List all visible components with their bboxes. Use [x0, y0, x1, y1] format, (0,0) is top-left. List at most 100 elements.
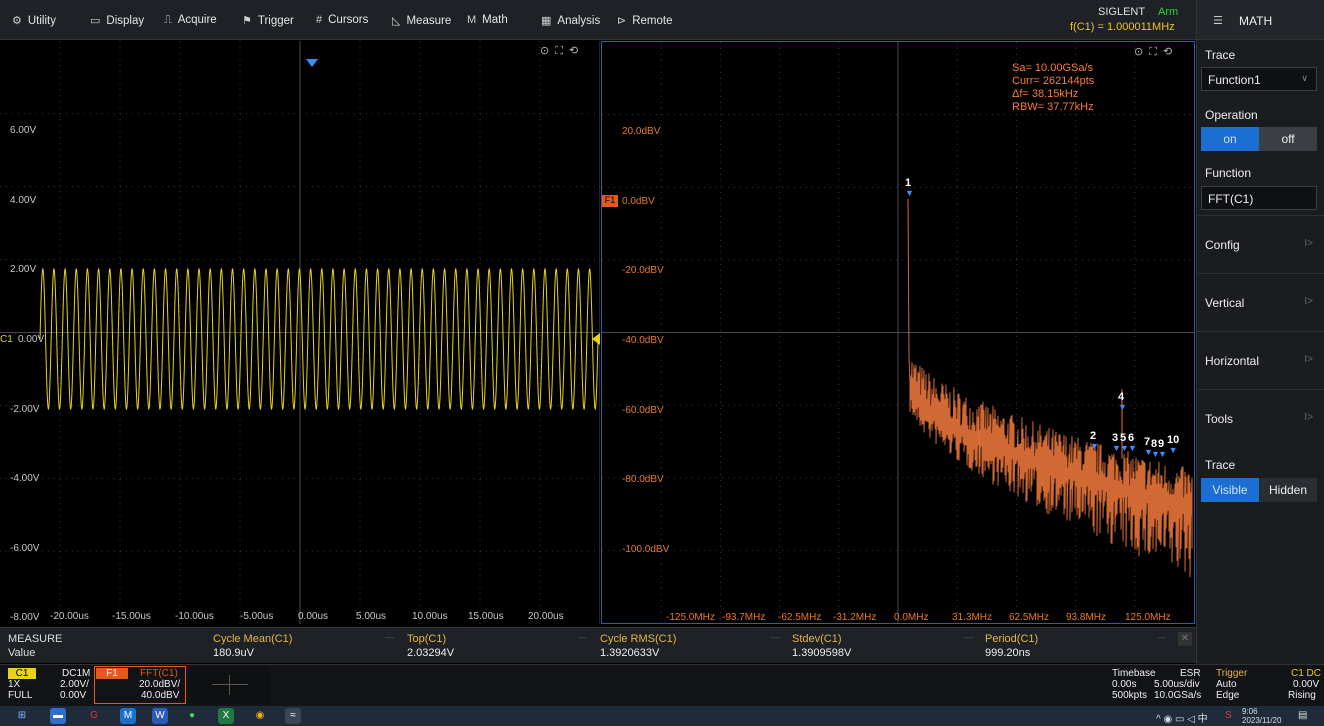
menu-remote[interactable]: ⊳ Remote [617, 14, 673, 27]
clock-time: 9:06 [1242, 707, 1258, 716]
peak-marker[interactable]: 7 ▼ [1144, 436, 1153, 457]
menu-icon[interactable]: ☰ [1213, 15, 1223, 27]
notification-icon[interactable]: ▤ [1298, 710, 1308, 721]
peak-marker[interactable]: 9 ▼ [1158, 438, 1167, 459]
peak-marker-label: 6 [1128, 432, 1135, 444]
operation-off-button[interactable]: off [1259, 127, 1317, 151]
timebase-delay: 0.00s [1112, 679, 1137, 690]
measure-name: Cycle Mean(C1) [213, 633, 293, 645]
measure-remove-icon[interactable]: — [771, 632, 780, 642]
visible-button[interactable]: Visible [1201, 478, 1259, 502]
menu-utility-label: Utility [27, 15, 56, 27]
measure-remove-icon[interactable]: — [385, 632, 394, 642]
channel-marker-f1[interactable]: F1 [602, 195, 618, 207]
file-explorer-icon[interactable]: ▬ [50, 708, 66, 724]
peak-marker[interactable]: 6 ▼ [1128, 432, 1137, 453]
measure-remove-icon[interactable]: — [964, 632, 973, 642]
run-state[interactable]: Arm [1158, 6, 1179, 18]
tray-app-icon[interactable]: S [1225, 710, 1232, 721]
y-tick-label: 20.0dBV [622, 126, 661, 137]
trigger-level: 0.00V [1293, 679, 1320, 690]
measure-remove-icon[interactable]: — [578, 632, 587, 642]
function-field[interactable]: FFT(C1) [1201, 186, 1317, 210]
peak-marker-label: 1 [905, 177, 912, 189]
start-icon[interactable]: ⊞ [17, 710, 27, 721]
cursor-icon: # [316, 14, 323, 26]
chat-icon[interactable]: ● [188, 710, 196, 721]
expand-icon: I> [1304, 296, 1313, 307]
horizontal-section[interactable]: Horizontal I> [1197, 331, 1324, 389]
y-tick-label: -40.0dBV [622, 335, 664, 346]
marker-arrow-icon: ▼ [1144, 447, 1153, 457]
excel-icon[interactable]: X [218, 708, 234, 724]
menu-acquire[interactable]: ⎍ Acquire [164, 14, 217, 27]
menu-measure[interactable]: ◺ Measure [392, 14, 451, 27]
function-value: FFT(C1) [1208, 192, 1254, 206]
peak-marker-label: 8 [1151, 438, 1158, 450]
f1-box[interactable] [94, 666, 186, 704]
channel-marker-c1[interactable]: C1 [0, 334, 13, 345]
vertical-section[interactable]: Vertical I> [1197, 273, 1324, 331]
os-taskbar: ⊞ ▬ G M W ● X ◉ ≈ ^ ◉ ▭ ◁ 中 S 9:06 2023/1… [0, 706, 1324, 726]
peak-marker[interactable]: 8 ▼ [1151, 438, 1160, 459]
fft-pane[interactable]: ⊙⛶⟲ Sa= 10.00GSa/s Curr= 262144pts Δf= 3… [601, 41, 1195, 624]
mail-icon[interactable]: M [120, 708, 136, 724]
menu-cursors[interactable]: # Cursors [316, 14, 368, 26]
tray-icons[interactable]: ^ ◉ ▭ ◁ 中 [1156, 714, 1208, 725]
tools-section[interactable]: Tools I> [1197, 389, 1324, 447]
x-tick-label: 10.00us [412, 611, 448, 622]
x-tick-label: -62.5MHz [778, 612, 822, 623]
add-channel-slot[interactable] [190, 667, 270, 703]
f1-tag[interactable]: F1 [96, 668, 128, 679]
marker-arrow-icon: ▼ [1090, 441, 1099, 451]
scope-app-icon[interactable]: ≈ [285, 708, 301, 724]
app-icon[interactable]: G [90, 710, 98, 721]
trigger-level-marker[interactable] [592, 333, 600, 345]
close-icon[interactable]: ✕ [1178, 632, 1192, 646]
peak-marker-label: 5 [1120, 432, 1127, 444]
menu-trigger[interactable]: ⚑ Trigger [242, 14, 294, 27]
peak-marker[interactable]: 3 ▼ [1112, 432, 1121, 453]
menu-math[interactable]: M Math [467, 14, 508, 26]
sample-rate: 10.0GSa/s [1154, 690, 1202, 701]
memory-depth: 500kpts [1112, 690, 1148, 701]
f1-offset: 40.0dBV [141, 690, 180, 701]
menu-analysis[interactable]: ▦ Analysis [541, 14, 600, 27]
hidden-button[interactable]: Hidden [1259, 478, 1317, 502]
trace-visibility-toggle[interactable]: Visible Hidden [1201, 478, 1317, 502]
trigger-source: C1 DC [1291, 668, 1322, 679]
browser-icon[interactable]: ◉ [255, 710, 265, 721]
menu-utility[interactable]: ⚙ Utility [12, 14, 56, 27]
clock[interactable]: 9:06 2023/11/20 [1242, 707, 1281, 725]
fft-points: Curr= 262144pts [1012, 75, 1095, 87]
peak-marker[interactable]: 1 ▼ [905, 177, 914, 198]
x-tick-label: 125.0MHz [1125, 612, 1171, 623]
expand-icon: I> [1304, 412, 1313, 423]
peak-marker[interactable]: 4 ▼ [1118, 391, 1127, 412]
measure-name: Stdev(C1) [792, 633, 842, 645]
measure-remove-icon[interactable]: — [1157, 632, 1166, 642]
menu-display[interactable]: ▭ Display [90, 14, 144, 27]
menu-bar: ⚙ Utility ▭ Display ⎍ Acquire ⚑ Trigger # Cur… [0, 0, 1196, 40]
trigger-position-marker[interactable] [306, 59, 318, 67]
pane-tool-icons[interactable]: ⊙⛶⟲ [540, 45, 585, 57]
measure-bar: MEASURE Value Cycle Mean(C1) 180.9uV — T… [0, 627, 1196, 663]
f1-scale: 20.0dBV/ [139, 679, 181, 690]
peak-marker[interactable]: 10 ▼ [1167, 434, 1179, 455]
trigger-label[interactable]: Trigger [1216, 668, 1248, 679]
x-tick-label: -15.00us [112, 611, 151, 622]
time-domain-pane[interactable]: ⊙⛶⟲ 6.00V 4.00V 2.00V 0.00V -2.00V -4.00… [0, 41, 600, 624]
operation-on-button[interactable]: on [1201, 127, 1259, 151]
config-section[interactable]: Config I> [1197, 215, 1324, 273]
pane-tool-icons[interactable]: ⊙⛶⟲ [1134, 46, 1179, 58]
word-icon[interactable]: W [152, 708, 168, 724]
peak-marker[interactable]: 2 ▼ [1090, 430, 1099, 451]
c1-tag[interactable]: C1 [8, 668, 36, 679]
measure-name: Cycle RMS(C1) [600, 633, 677, 645]
trace-select[interactable]: Function1 ∨ [1201, 67, 1317, 91]
operation-toggle[interactable]: on off [1201, 127, 1317, 151]
peak-marker[interactable]: 5 ▼ [1120, 432, 1129, 453]
config-label: Config [1205, 238, 1240, 252]
fft-spectrum-trace [907, 198, 1193, 578]
timebase-label[interactable]: Timebase [1112, 668, 1156, 679]
